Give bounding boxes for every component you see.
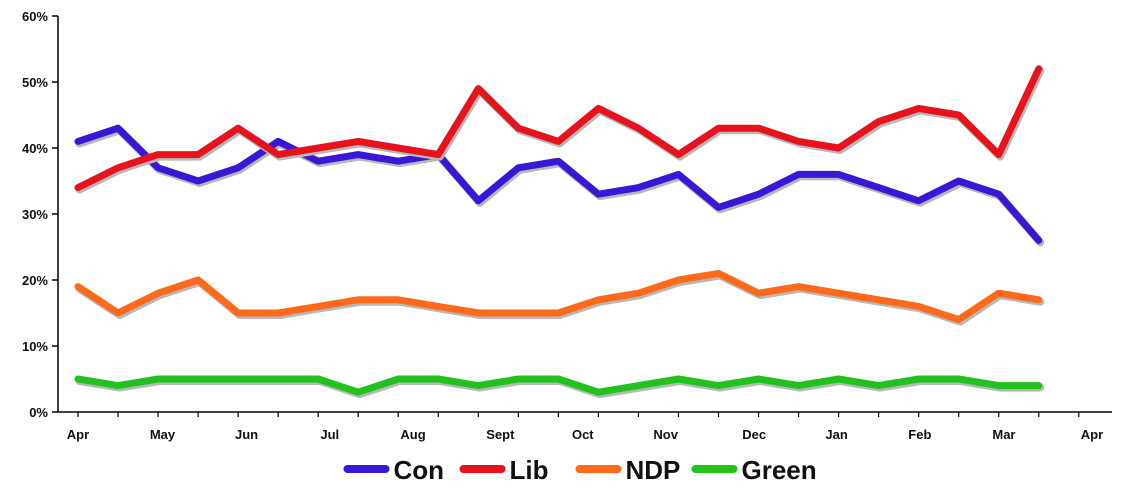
y-tick-label: 40% bbox=[22, 141, 48, 156]
y-tick-label: 50% bbox=[22, 75, 48, 90]
y-tick-label: 0% bbox=[29, 405, 48, 420]
y-tick-label: 10% bbox=[22, 339, 48, 354]
y-tick-label: 30% bbox=[22, 207, 48, 222]
x-tick-label: Apr bbox=[1081, 427, 1103, 442]
plot-area bbox=[74, 65, 1045, 399]
x-tick-label: Feb bbox=[908, 427, 931, 442]
series-line-ndp bbox=[74, 269, 1043, 324]
x-tick-label: Jan bbox=[825, 427, 847, 442]
series-line-lib bbox=[74, 65, 1043, 192]
y-tick-label: 60% bbox=[22, 9, 48, 24]
legend-label-lib: Lib bbox=[510, 455, 549, 485]
x-tick-label: Aug bbox=[400, 427, 425, 442]
legend-label-ndp: NDP bbox=[626, 455, 681, 485]
legend-label-con: Con bbox=[394, 455, 445, 485]
y-tick-label: 20% bbox=[22, 273, 48, 288]
x-tick-label: Apr bbox=[67, 427, 89, 442]
legend-label-green: Green bbox=[742, 455, 817, 485]
x-tick-label: Mar bbox=[992, 427, 1015, 442]
x-tick-label: Jul bbox=[320, 427, 339, 442]
x-tick-label: May bbox=[150, 427, 176, 442]
x-tick-label: Nov bbox=[653, 427, 678, 442]
x-tick-label: Jun bbox=[235, 427, 258, 442]
series-line-con bbox=[74, 124, 1043, 244]
x-tick-label: Sept bbox=[486, 427, 515, 442]
legend: Con Lib NDP Green bbox=[343, 455, 817, 485]
x-tick-label: Oct bbox=[572, 427, 594, 442]
x-tick-label: Dec bbox=[742, 427, 766, 442]
series-line-green bbox=[74, 375, 1043, 396]
axes: 0% 10% 20% 30% 40% 50% 60% Apr May Jun Jul Aug Sept O… bbox=[22, 9, 1112, 442]
